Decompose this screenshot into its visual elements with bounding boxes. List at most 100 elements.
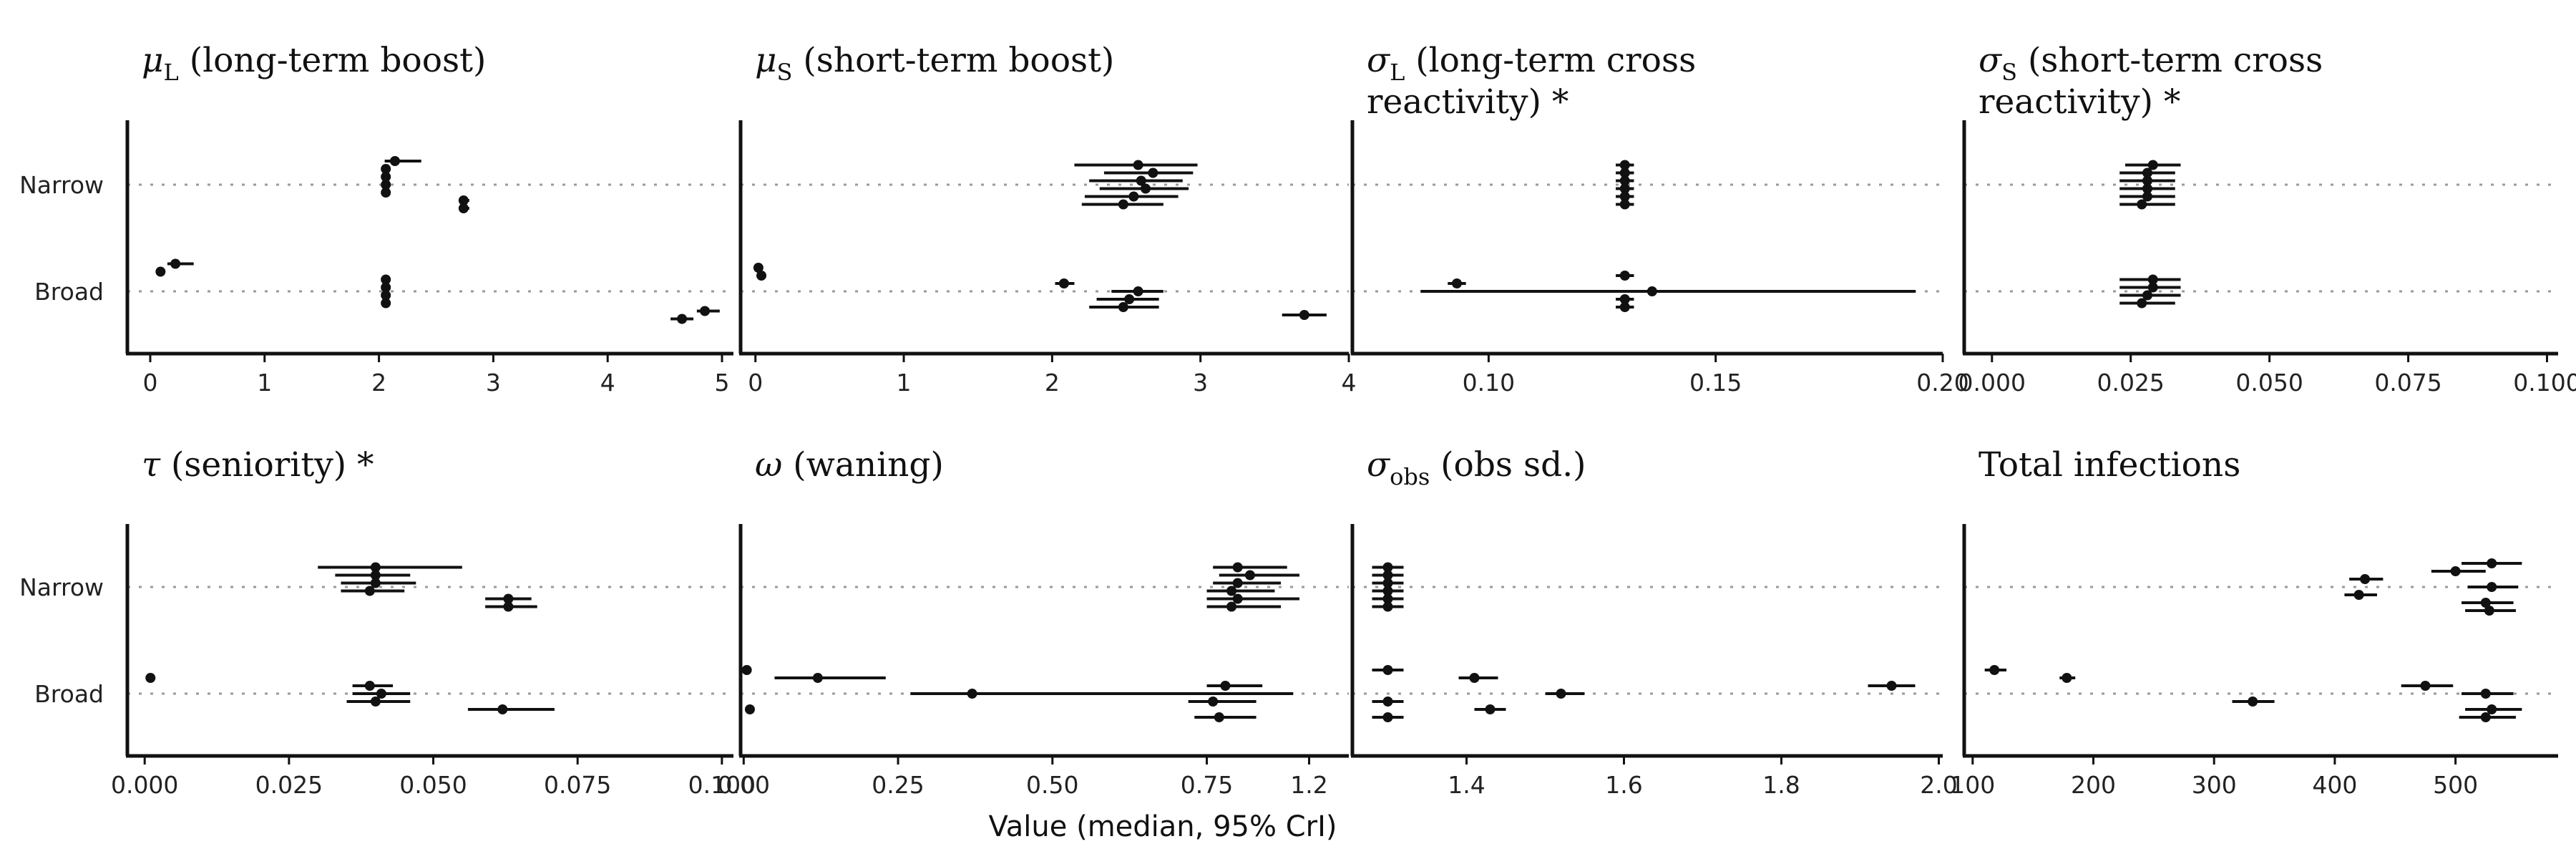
median-point <box>812 673 823 683</box>
median-point <box>2142 191 2152 202</box>
x-tick-label: 2.0 <box>1920 771 1957 799</box>
panel-title: Total infections <box>1979 445 2240 485</box>
median-point <box>2487 704 2497 714</box>
median-point <box>381 282 391 293</box>
median-point <box>1382 601 1393 612</box>
panel-title-symbol: σ <box>1367 445 1391 485</box>
median-point <box>381 290 391 301</box>
median-point <box>170 258 181 269</box>
x-tick-label: 0.100 <box>2513 369 2576 397</box>
panel-title-symbol: ω <box>755 445 782 485</box>
median-point <box>364 681 375 691</box>
median-point <box>155 266 166 277</box>
panel-8: Total infections 100 200 300 400 500 <box>1950 445 2558 799</box>
median-point <box>1619 271 1630 281</box>
x-tick-label: 0.75 <box>1181 771 1233 799</box>
median-point <box>2142 175 2152 186</box>
median-point <box>381 180 391 190</box>
median-point <box>1485 704 1496 714</box>
median-point <box>503 593 514 604</box>
median-point <box>700 306 711 316</box>
panel-title-subscript: S <box>2001 59 2017 86</box>
median-point <box>1619 160 1630 170</box>
x-tick-label: 0.000 <box>111 771 178 799</box>
x-tick-label: 300 <box>2192 771 2237 799</box>
median-point <box>1469 673 1480 683</box>
median-point <box>2487 558 2497 568</box>
median-point <box>458 203 469 213</box>
median-point <box>2142 290 2152 301</box>
median-point <box>2062 673 2072 683</box>
x-tick-label: 0.075 <box>2374 369 2441 397</box>
x-tick-label: 0.10 <box>1463 369 1515 397</box>
x-tick-label: 4 <box>600 369 615 397</box>
median-point <box>1226 586 1237 596</box>
x-tick-label: 0.050 <box>399 771 467 799</box>
x-tick-label: 200 <box>2071 771 2116 799</box>
y-tick-label-narrow: Narrow <box>19 171 104 199</box>
median-point <box>2480 689 2491 699</box>
x-tick-label: 0.050 <box>2235 369 2303 397</box>
panel-title: μS (short-term boost) <box>755 41 1114 86</box>
median-point <box>1619 199 1630 210</box>
x-tick-label: 3 <box>1193 369 1208 397</box>
panel-title-text: (short-term cross <box>2017 41 2323 80</box>
median-point <box>1128 191 1139 202</box>
median-point <box>370 697 381 707</box>
median-point <box>2248 697 2258 707</box>
x-tick-label: 0.025 <box>2097 369 2164 397</box>
median-point <box>1382 570 1393 581</box>
median-point <box>2480 712 2491 722</box>
median-point <box>2142 183 2152 194</box>
median-point <box>2480 598 2491 608</box>
panel-title-subscript: S <box>777 59 793 86</box>
median-point <box>2147 282 2158 293</box>
x-tick-label: 0 <box>748 369 763 397</box>
y-tick-label-broad: Broad <box>34 680 104 708</box>
x-tick-label: 0.20 <box>1916 369 1968 397</box>
median-point <box>497 704 508 714</box>
median-point <box>2360 574 2371 584</box>
x-tick-label: 2 <box>1045 369 1060 397</box>
x-tick-label: 1 <box>897 369 912 397</box>
median-point <box>376 689 386 699</box>
panel-title-symbol: Total infections <box>1979 445 2240 485</box>
median-point <box>1140 183 1151 194</box>
panel-title: τ (seniority) * <box>142 445 374 485</box>
median-point <box>1244 570 1255 581</box>
panel-title-text: (waning) <box>782 445 944 485</box>
x-tick-label: 2 <box>371 369 386 397</box>
panel-title-text: (short-term boost) <box>792 41 1114 80</box>
median-point <box>381 164 391 174</box>
median-point <box>2353 590 2364 600</box>
median-point <box>2420 681 2431 691</box>
median-point <box>1619 168 1630 178</box>
median-point <box>1619 302 1630 312</box>
x-tick-label: 500 <box>2433 771 2478 799</box>
median-point <box>1382 697 1393 707</box>
median-point <box>744 704 755 714</box>
median-point <box>1118 302 1128 312</box>
median-point <box>1133 160 1143 170</box>
median-point <box>1619 183 1630 194</box>
median-point <box>1886 681 1897 691</box>
median-point <box>370 578 381 588</box>
median-point <box>381 172 391 182</box>
median-point <box>677 314 688 324</box>
median-point <box>145 673 156 683</box>
panel-title-line-2: reactivity) * <box>1367 82 1568 122</box>
median-point <box>1382 593 1393 604</box>
panel-title-subscript: obs <box>1390 463 1430 490</box>
median-point <box>381 274 391 285</box>
median-point <box>1232 562 1243 573</box>
median-point <box>1232 593 1243 604</box>
median-point <box>1989 665 2000 675</box>
x-tick-label: 3 <box>486 369 501 397</box>
median-point <box>1124 294 1135 304</box>
median-point <box>1058 278 1069 288</box>
median-point <box>381 188 391 198</box>
median-point <box>2137 298 2147 309</box>
y-tick-label-broad: Broad <box>34 278 104 306</box>
